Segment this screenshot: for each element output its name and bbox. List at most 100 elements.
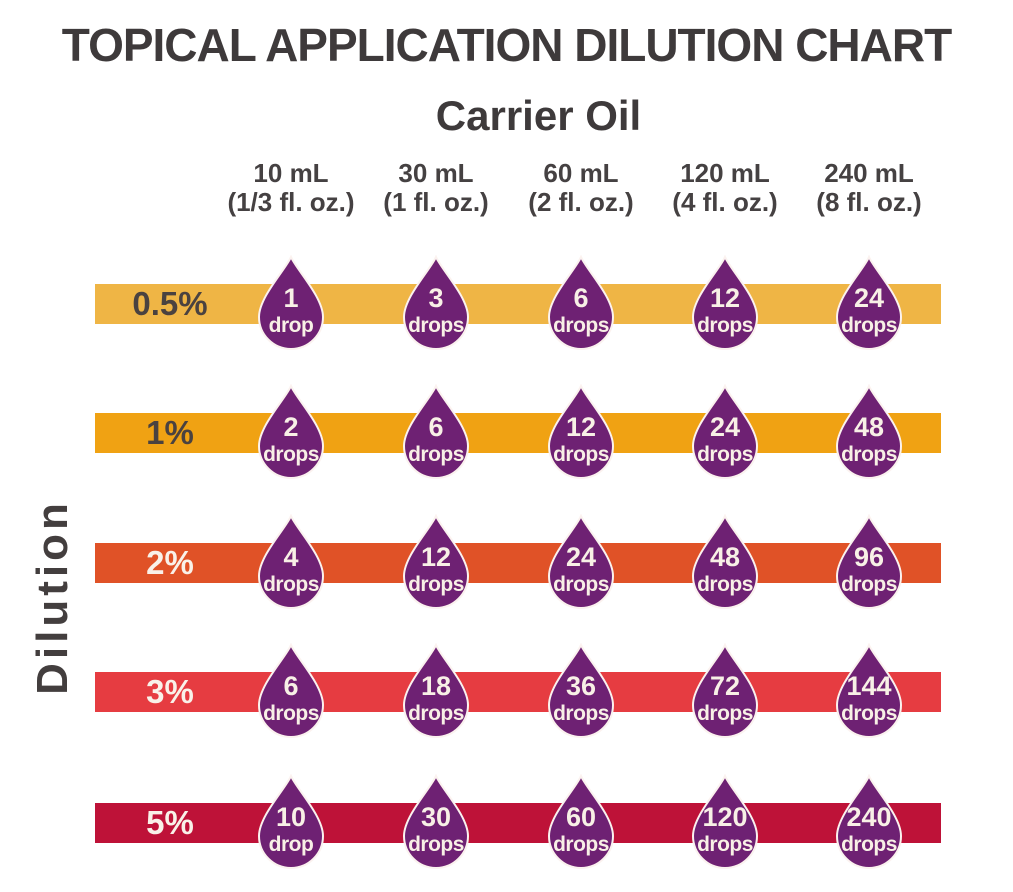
teardrop-shape-icon	[257, 255, 325, 350]
drop-count: 120 drops	[689, 804, 761, 856]
drop-count-unit: drops	[263, 573, 319, 596]
drop-count: 18 drops	[400, 671, 472, 725]
drop-count: 12 drops	[545, 412, 617, 466]
drop-count-value: 72	[709, 671, 741, 701]
column-volume-label: 120 mL	[680, 158, 770, 188]
teardrop-shape-icon	[835, 384, 903, 479]
drop-count: 4 drops	[255, 542, 327, 596]
drop-count-unit: drops	[697, 573, 753, 596]
teardrop-shape-icon	[547, 514, 615, 609]
drop-count-value: 6	[283, 671, 299, 701]
drop-count-unit: drop	[268, 314, 314, 337]
drop-count-unit: drops	[697, 314, 753, 337]
drop-icon: 1 drop	[255, 255, 327, 352]
drop-count-value: 48	[709, 542, 741, 572]
teardrop-shape-icon	[257, 514, 325, 609]
carrier-oil-axis-title: Carrier Oil	[0, 94, 1013, 138]
dilution-axis-title: Dilution	[28, 499, 77, 695]
column-ounces-label: (1/3 fl. oz.)	[227, 187, 355, 217]
column-ounces-label: (4 fl. oz.)	[672, 187, 778, 217]
drop-icon: 2 drops	[255, 384, 327, 481]
drop-count-value: 96	[853, 542, 885, 572]
drop-count-unit: drops	[841, 443, 897, 466]
drop-icon: 48 drops	[689, 514, 761, 611]
drop-count-value: 24	[853, 283, 885, 313]
drop-count: 6 drops	[400, 414, 472, 466]
drop-count: 12 drops	[400, 544, 472, 596]
teardrop-shape-icon	[691, 384, 759, 479]
teardrop-shape-icon	[547, 774, 615, 869]
drop-count-unit: drops	[553, 443, 609, 466]
drop-icon: 10 drop	[255, 774, 327, 871]
drop-count-value: 144	[846, 671, 892, 701]
drop-count: 24 drops	[689, 414, 761, 466]
drop-count: 96 drops	[833, 542, 905, 596]
carrier-oil-column-header: 120 mL (4 fl. oz.)	[640, 159, 810, 217]
teardrop-shape-icon	[257, 774, 325, 869]
drop-icon: 60 drops	[545, 774, 617, 871]
drop-count: 48 drops	[833, 414, 905, 466]
dilution-row-bar: 3%	[95, 672, 941, 712]
teardrop-shape-icon	[547, 643, 615, 738]
drop-count-value: 12	[565, 412, 597, 442]
drop-count-unit: drops	[841, 573, 897, 596]
teardrop-shape-icon	[547, 384, 615, 479]
drop-count: 144 drops	[833, 671, 905, 725]
column-volume-label: 60 mL	[543, 158, 619, 188]
dilution-row-bar: 2%	[95, 543, 941, 583]
drop-count: 10 drop	[255, 802, 327, 856]
drop-count: 2 drops	[255, 412, 327, 466]
drop-count-unit: drops	[408, 573, 464, 596]
drop-icon: 24 drops	[833, 255, 905, 352]
dilution-row-label: 1%	[146, 414, 194, 451]
drop-icon: 6 drops	[400, 384, 472, 481]
drop-icon: 30 drops	[400, 774, 472, 871]
teardrop-shape-icon	[402, 384, 470, 479]
drop-count-value: 18	[420, 671, 452, 701]
drop-count-value: 36	[565, 671, 597, 701]
teardrop-shape-icon	[691, 255, 759, 350]
column-ounces-label: (1 fl. oz.)	[383, 187, 489, 217]
drop-count-unit: drops	[408, 314, 464, 337]
drop-icon: 24 drops	[689, 384, 761, 481]
drop-icon: 4 drops	[255, 514, 327, 611]
carrier-oil-column-header: 30 mL (1 fl. oz.)	[351, 159, 521, 217]
carrier-oil-axis-title-text: Carrier Oil	[435, 92, 642, 139]
teardrop-shape-icon	[691, 774, 759, 869]
drop-count-value: 4	[283, 542, 299, 572]
drop-count-unit: drops	[841, 702, 897, 725]
drop-count-unit: drops	[553, 573, 609, 596]
drop-icon: 144 drops	[833, 643, 905, 740]
drop-count: 240 drops	[833, 804, 905, 856]
drop-count: 6 drops	[255, 671, 327, 725]
drop-count-unit: drops	[408, 443, 464, 466]
teardrop-shape-icon	[691, 643, 759, 738]
drop-icon: 18 drops	[400, 643, 472, 740]
drop-icon: 240 drops	[833, 774, 905, 871]
drop-count: 1 drop	[255, 285, 327, 337]
teardrop-shape-icon	[835, 255, 903, 350]
drop-count: 12 drops	[689, 285, 761, 337]
drop-count-value: 10	[275, 802, 307, 832]
column-ounces-label: (8 fl. oz.)	[816, 187, 922, 217]
drop-count-unit: drops	[697, 702, 753, 725]
drop-icon: 6 drops	[255, 643, 327, 740]
drop-count-value: 2	[283, 412, 299, 442]
drop-count: 36 drops	[545, 671, 617, 725]
chart-title: TOPICAL APPLICATION DILUTION CHART	[61, 19, 952, 71]
drop-count: 3 drops	[400, 285, 472, 337]
drop-count-unit: drops	[263, 443, 319, 466]
drop-count-unit: drops	[263, 702, 319, 725]
carrier-oil-column-header: 240 mL (8 fl. oz.)	[784, 159, 954, 217]
drop-count-unit: drops	[841, 833, 897, 856]
column-ounces-label: (2 fl. oz.)	[528, 187, 634, 217]
drop-count-value: 24	[565, 542, 597, 572]
dilution-row-label: 5%	[146, 804, 194, 841]
drop-count: 30 drops	[400, 804, 472, 856]
drop-count-value: 6	[573, 283, 589, 313]
teardrop-shape-icon	[691, 514, 759, 609]
drop-count-unit: drops	[553, 702, 609, 725]
column-volume-label: 10 mL	[253, 158, 329, 188]
carrier-oil-column-header: 60 mL (2 fl. oz.)	[496, 159, 666, 217]
